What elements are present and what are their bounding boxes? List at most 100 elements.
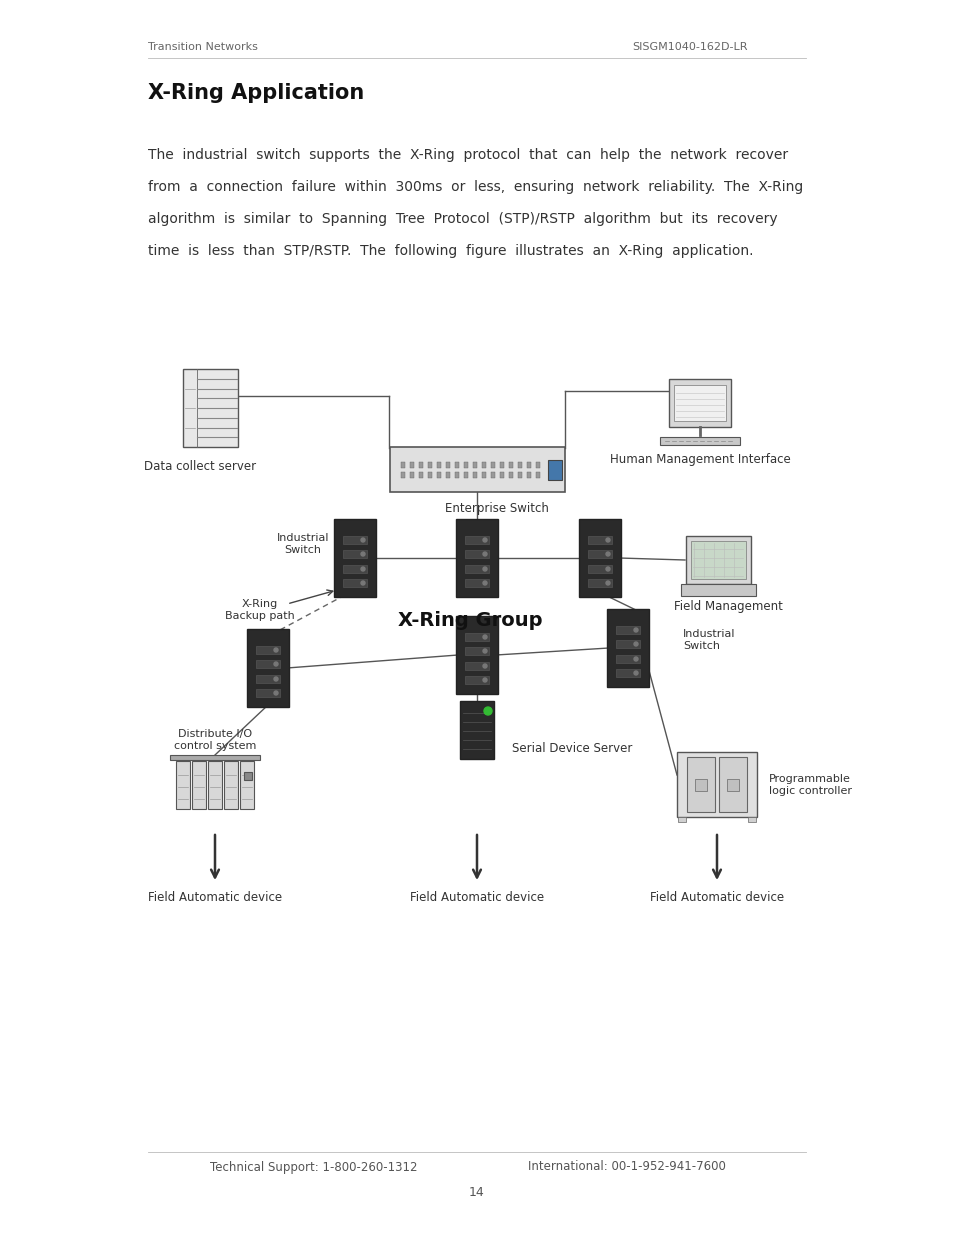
Bar [464,564,489,573]
Circle shape [360,552,365,556]
Bar [578,519,620,597]
Text: Field Automatic device: Field Automatic device [649,890,783,904]
Text: Serial Device Server: Serial Device Server [512,741,632,755]
Bar [459,701,494,760]
Bar [491,472,495,478]
Text: Transition Networks: Transition Networks [148,42,257,52]
Bar [464,579,489,587]
Text: time  is  less  than  STP/RSTP.  The  following  figure  illustrates  an  X-Ring: time is less than STP/RSTP. The followin… [148,245,753,258]
Circle shape [634,642,638,646]
Bar [446,462,450,468]
Bar [192,761,206,809]
Bar [517,472,521,478]
Bar [481,462,485,468]
Bar [685,536,750,584]
Bar [690,541,745,579]
Bar [659,437,740,445]
Bar [587,564,612,573]
Circle shape [360,580,365,585]
Bar [464,676,489,684]
Bar [240,761,253,809]
Bar [491,462,495,468]
Bar [428,462,432,468]
Bar [343,550,367,558]
Circle shape [605,538,609,542]
Bar [616,640,639,648]
Bar [208,761,222,809]
Circle shape [482,664,486,668]
Bar [400,462,405,468]
Text: Programmable
logic controller: Programmable logic controller [768,774,851,795]
Bar [175,761,190,809]
Text: International: 00-1-952-941-7600: International: 00-1-952-941-7600 [527,1161,725,1173]
Bar [455,462,458,468]
Text: Human Management Interface: Human Management Interface [609,453,789,466]
Bar [587,579,612,587]
Bar [464,647,489,655]
Bar [224,761,237,809]
Bar [678,818,685,823]
Circle shape [482,538,486,542]
Bar [526,472,531,478]
Bar [499,462,503,468]
Bar [456,519,497,597]
Bar [509,472,513,478]
Text: Data collect server: Data collect server [144,459,255,473]
Bar [536,472,539,478]
Circle shape [483,706,492,715]
Text: Technical Support: 1-800-260-1312: Technical Support: 1-800-260-1312 [210,1161,417,1173]
Circle shape [634,629,638,632]
Bar [400,472,405,478]
Circle shape [274,677,277,680]
Bar [526,462,531,468]
Bar [616,655,639,663]
Bar [255,689,280,697]
Text: algorithm  is  similar  to  Spanning  Tree  Protocol  (STP)/RSTP  algorithm  but: algorithm is similar to Spanning Tree Pr… [148,212,777,226]
Bar [255,646,280,655]
Circle shape [360,567,365,571]
Text: Distribute I/O
control system: Distribute I/O control system [173,730,256,751]
Bar [343,579,367,587]
Bar [473,462,476,468]
Bar [587,550,612,558]
Bar [616,626,639,634]
Bar [418,462,422,468]
Circle shape [482,635,486,638]
Bar [473,472,476,478]
Bar [418,472,422,478]
Circle shape [605,552,609,556]
Bar [464,662,489,671]
Circle shape [482,552,486,556]
Bar [673,385,725,421]
Circle shape [274,692,277,695]
Bar [410,472,414,478]
Circle shape [482,580,486,585]
Bar [668,379,730,427]
Text: Field Automatic device: Field Automatic device [410,890,543,904]
Bar [334,519,375,597]
Bar [410,462,414,468]
Bar [436,462,440,468]
Bar [456,616,497,694]
Circle shape [360,538,365,542]
Bar [587,536,612,543]
Circle shape [634,671,638,676]
Bar [481,472,485,478]
Text: X-Ring Group: X-Ring Group [397,610,541,630]
Bar [726,779,739,790]
Bar [463,472,468,478]
Bar [517,462,521,468]
Circle shape [634,657,638,661]
Circle shape [274,662,277,666]
Text: Field Management: Field Management [673,600,781,613]
Bar [428,472,432,478]
Text: Industrial
Switch: Industrial Switch [682,629,735,651]
Bar [343,564,367,573]
Bar [244,772,252,781]
Bar [446,472,450,478]
Circle shape [605,580,609,585]
Bar [255,676,280,683]
Bar [509,462,513,468]
Circle shape [274,648,277,652]
Bar [695,779,706,790]
